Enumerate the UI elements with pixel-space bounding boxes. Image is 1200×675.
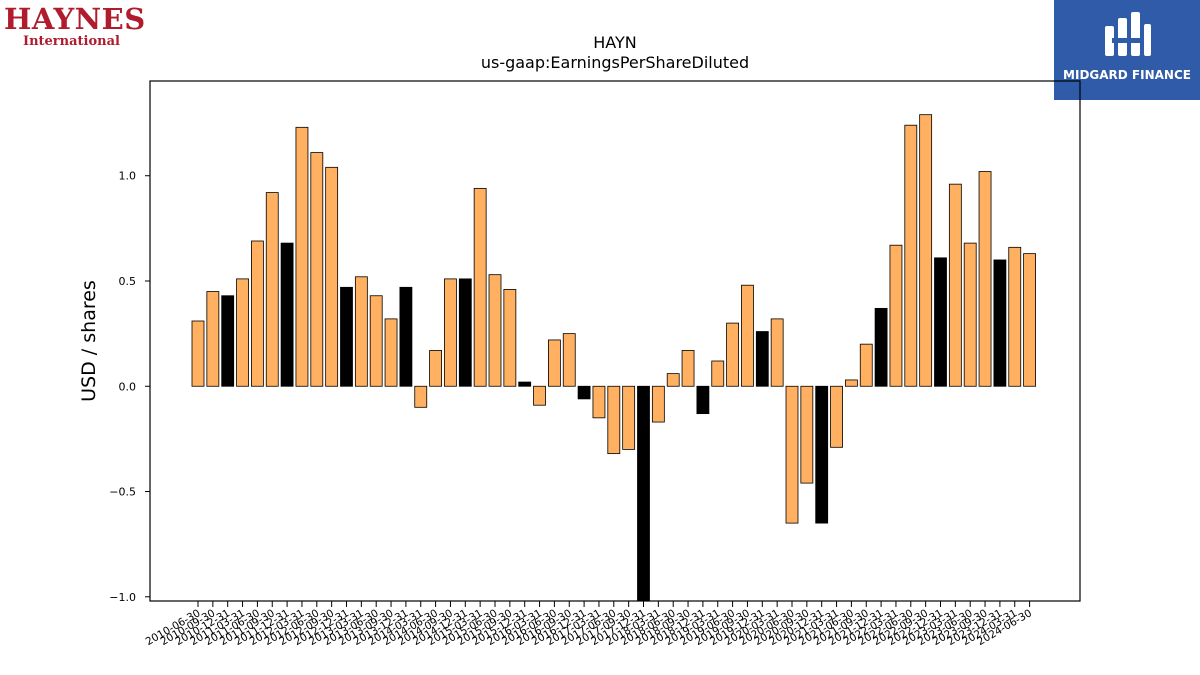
bar-2021-12-31 (874, 307, 888, 387)
chart-subtitle: us-gaap:EarningsPerShareDiluted (481, 53, 749, 72)
bar-2010-06-30 (191, 320, 205, 387)
bar-2023-12-31 (993, 259, 1007, 387)
bar-2012-03-31 (295, 126, 309, 387)
bar-2011-06-30 (250, 240, 264, 387)
bar-2020-06-30 (785, 385, 799, 524)
chart-title: HAYN (593, 33, 636, 52)
bar-2019-09-30 (741, 284, 754, 387)
bar-2012-06-30 (310, 152, 324, 387)
bar-2021-09-30 (859, 343, 873, 387)
bar-2018-06-30 (666, 373, 680, 387)
bar-2024-03-31 (1008, 246, 1022, 387)
bar-2018-03-31 (651, 385, 665, 423)
bar-2015-06-30 (488, 274, 502, 387)
bar-2019-06-30 (726, 322, 739, 387)
bar-2013-12-31 (399, 286, 413, 387)
bar-2016-03-31 (533, 385, 546, 406)
y-tick-label: 0.0 (119, 380, 137, 393)
bar-2020-12-31 (815, 385, 829, 524)
bar-2016-12-31 (577, 385, 591, 400)
bar-2012-09-30 (325, 166, 339, 387)
bar-2011-12-31 (280, 242, 294, 387)
midgard-logo-mark-icon (1105, 12, 1151, 56)
y-tick-label: 1.0 (119, 170, 137, 183)
bar-2018-09-30 (681, 350, 695, 387)
bar-2014-09-30 (444, 278, 457, 387)
bar-2011-09-30 (265, 192, 279, 387)
bar-2016-09-30 (562, 333, 576, 387)
bar-2017-09-30 (622, 385, 636, 450)
bar-2022-03-31 (889, 244, 903, 387)
plot-frame (149, 80, 1081, 602)
bar-2023-03-31 (948, 183, 962, 387)
y-ticks-group: −1.0 −0.5 0.0 0.5 1.0 (109, 170, 150, 604)
bar-2020-03-31 (770, 318, 784, 387)
y-axis-label: USD / shares (78, 280, 100, 402)
bar-2017-06-30 (607, 385, 621, 455)
bar-2024-06-30 (1023, 253, 1036, 387)
bar-2014-12-31 (458, 278, 472, 387)
bar-2019-12-31 (755, 331, 769, 387)
bar-2014-03-31 (414, 385, 428, 408)
haynes-logo-brand: HAYNES (4, 2, 146, 36)
bar-2012-12-31 (340, 286, 353, 387)
bar-2023-09-30 (978, 171, 992, 387)
bar-2015-12-31 (518, 381, 532, 387)
bar-2013-03-31 (354, 276, 368, 387)
bar-2022-09-30 (919, 114, 933, 387)
bar-2013-06-30 (369, 295, 383, 387)
bar-2015-09-30 (503, 289, 517, 387)
bar-2022-06-30 (904, 124, 918, 387)
bar-2017-12-31 (637, 385, 650, 602)
y-tick-label: 0.5 (119, 275, 137, 288)
bar-2022-12-31 (934, 257, 947, 387)
y-tick-label: −1.0 (109, 591, 136, 604)
bar-2021-03-31 (830, 385, 843, 448)
bar-2015-03-31 (473, 187, 487, 387)
bars-group (191, 114, 1036, 602)
bar-2018-12-31 (696, 385, 710, 415)
midgard-logo-name: MIDGARD FINANCE (1063, 68, 1191, 82)
bar-2017-03-31 (592, 385, 606, 419)
bar-2020-09-30 (800, 385, 814, 484)
midgard-finance-logo: MIDGARD FINANCE (1054, 0, 1200, 100)
y-tick-label: −0.5 (109, 486, 136, 499)
haynes-logo: HAYNES International (4, 2, 164, 50)
x-ticks-group: 2010-06-302010-09-302010-12-312011-03-31… (144, 601, 1034, 648)
bar-2011-03-31 (236, 278, 249, 387)
bar-2010-12-31 (221, 295, 235, 387)
bar-2016-06-30 (548, 339, 561, 387)
bar-2013-09-30 (384, 318, 398, 387)
bar-2010-09-30 (206, 291, 220, 387)
bar-2023-06-30 (963, 242, 977, 387)
bar-2014-06-30 (429, 350, 443, 387)
haynes-logo-sub: International (23, 34, 120, 49)
bar-2019-03-31 (711, 360, 725, 387)
bar-2021-06-30 (845, 379, 858, 387)
